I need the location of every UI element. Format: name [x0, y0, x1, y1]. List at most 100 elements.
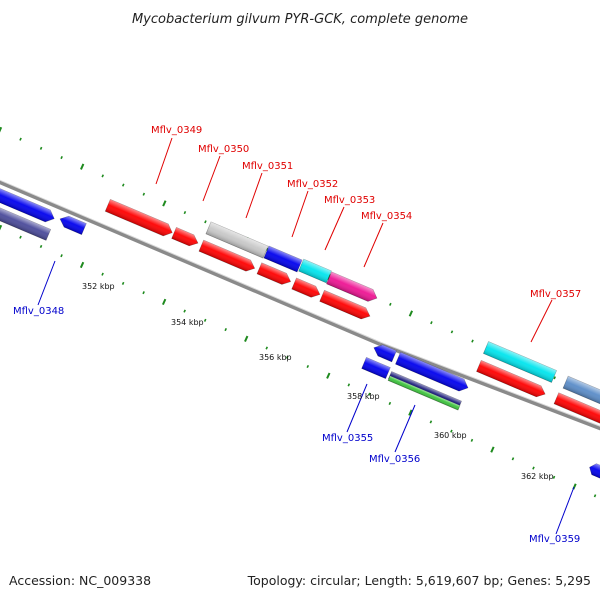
- leader-mflv-0357: [530, 299, 553, 343]
- leader-mflv-0351: [245, 172, 263, 219]
- accession-text: Accession: NC_009338: [9, 573, 151, 588]
- inner-tick: [429, 420, 433, 424]
- gene-blue-left[interactable]: [0, 184, 57, 224]
- gene-label-mflv-0349[interactable]: Mflv_0349: [151, 125, 202, 136]
- gene-label-mflv-0356[interactable]: Mflv_0356: [369, 454, 420, 465]
- gene-label-mflv-0351[interactable]: Mflv_0351: [242, 161, 293, 172]
- inner-tick: [593, 494, 597, 498]
- inner-tick: [19, 235, 22, 239]
- map-title: Mycobacterium gilvum PYR-GCK, complete g…: [132, 12, 468, 27]
- outer-tick: [162, 200, 167, 207]
- inner-tick: [470, 438, 474, 442]
- outer-tick: [101, 174, 104, 178]
- inner-tick: [490, 446, 495, 453]
- inner-tick: [142, 291, 145, 295]
- scale-labels: 352 kbp 354 kbp 356 kbp 358 kbp 360 kbp …: [82, 282, 554, 481]
- gene-label-mflv-0355[interactable]: Mflv_0355: [322, 433, 373, 444]
- scale-label-354: 354 kbp: [171, 318, 204, 327]
- leader-mflv-0350: [202, 155, 221, 202]
- gene-label-mflv-0352[interactable]: Mflv_0352: [287, 179, 338, 190]
- inner-tick: [347, 383, 351, 387]
- leader-mflv-0355: [346, 383, 368, 433]
- scale-label-360: 360 kbp: [434, 431, 467, 440]
- outer-tick: [39, 146, 43, 150]
- inner-tick: [408, 409, 413, 416]
- gene-blue-mid[interactable]: [395, 351, 470, 394]
- gene-label-mflv-0348[interactable]: Mflv_0348: [13, 306, 64, 317]
- outer-tick: [265, 247, 269, 251]
- gene-label-mflv-0357[interactable]: Mflv_0357: [530, 289, 581, 300]
- outer-tick: [121, 183, 125, 187]
- outer-tick: [60, 155, 63, 160]
- gene-label-mflv-0359[interactable]: Mflv_0359: [529, 534, 580, 545]
- gene-label-mflv-0354[interactable]: Mflv_0354: [361, 211, 412, 222]
- gene-mflv-0348[interactable]: [0, 203, 52, 241]
- gene-mflv-0350[interactable]: [171, 227, 201, 248]
- gene-mflv-0354[interactable]: [326, 271, 380, 304]
- inner-tick: [244, 335, 249, 342]
- leader-mflv-0356: [394, 404, 416, 453]
- inner-tick: [101, 272, 104, 276]
- gene-labels: Mflv_0349 Mflv_0350 Mflv_0351 Mflv_0352 …: [13, 125, 581, 545]
- leader-mflv-0352: [291, 190, 309, 238]
- gene-blue-small-left[interactable]: [58, 213, 87, 235]
- gene-features: [0, 184, 600, 479]
- gene-mflv-0353[interactable]: [298, 258, 332, 284]
- inner-tick: [511, 457, 515, 461]
- gene-mflv-0352[interactable]: [263, 245, 303, 273]
- leader-mflv-0349: [155, 137, 173, 185]
- inner-tick: [121, 281, 125, 285]
- gene-mflv-0357[interactable]: [483, 341, 557, 383]
- gene-red-f[interactable]: [553, 392, 600, 427]
- gene-mflv-0351[interactable]: [205, 221, 269, 259]
- inner-tick: [265, 346, 269, 350]
- gene-red-a[interactable]: [198, 239, 257, 274]
- outer-tick: [408, 310, 414, 317]
- inner-tick: [60, 254, 63, 258]
- gene-mflv-0355[interactable]: [361, 357, 391, 379]
- outer-tick: [389, 302, 392, 306]
- inner-tick: [79, 261, 85, 269]
- label-leaders: [37, 137, 575, 535]
- outer-tick: [19, 137, 22, 141]
- leader-mflv-0353: [324, 206, 345, 251]
- inner-tick: [0, 224, 3, 231]
- outer-tick: [471, 339, 474, 343]
- outer-tick: [183, 211, 187, 215]
- inner-tick: [326, 372, 331, 379]
- gene-red-c[interactable]: [291, 277, 322, 300]
- leader-mflv-0348: [37, 260, 56, 306]
- inner-tick: [368, 392, 371, 396]
- inner-tick: [183, 309, 186, 313]
- inner-tick: [203, 318, 207, 322]
- gene-red-e[interactable]: [476, 360, 548, 399]
- gene-red-b[interactable]: [256, 262, 293, 287]
- inner-tick: [39, 244, 43, 249]
- gene-red-d[interactable]: [319, 289, 373, 321]
- gene-blue-small-mid[interactable]: [372, 342, 397, 363]
- inner-tick: [224, 328, 227, 332]
- scale-label-358: 358 kbp: [347, 392, 380, 401]
- inner-tick: [450, 429, 453, 433]
- genome-backbone: [0, 179, 600, 431]
- gene-label-mflv-0353[interactable]: Mflv_0353: [324, 195, 375, 206]
- scale-label-356: 356 kbp: [259, 353, 292, 362]
- outer-tick: [0, 126, 3, 133]
- inner-tick: [285, 355, 289, 359]
- gene-label-mflv-0350[interactable]: Mflv_0350: [198, 144, 249, 155]
- outer-tick: [204, 220, 207, 224]
- outer-tick: [430, 321, 433, 325]
- gene-mflv-0349[interactable]: [104, 198, 175, 238]
- outer-tick: [553, 376, 556, 380]
- inner-tick: [162, 298, 167, 306]
- gene-green-strip[interactable]: [387, 375, 461, 411]
- inner-tick: [306, 364, 310, 369]
- inner-tick: [388, 401, 392, 405]
- gene-mflv-0359[interactable]: [587, 462, 600, 479]
- leader-mflv-0359: [555, 486, 575, 535]
- outer-tick: [80, 163, 85, 170]
- outer-tick: [142, 192, 146, 196]
- topology-text: Topology: circular; Length: 5,619,607 bp…: [247, 573, 591, 588]
- scale-label-352: 352 kbp: [82, 282, 115, 291]
